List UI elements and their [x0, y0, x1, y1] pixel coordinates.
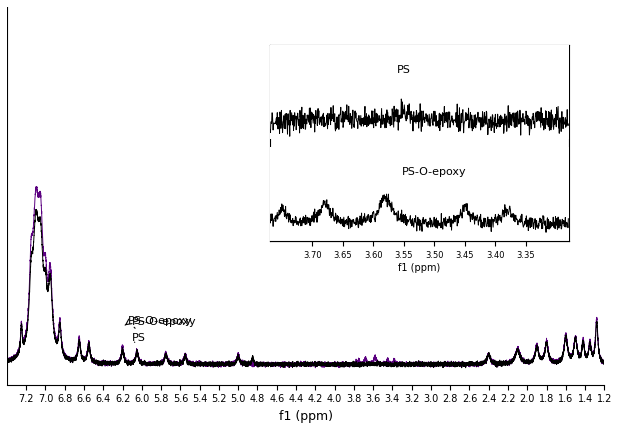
- X-axis label: f1 (ppm): f1 (ppm): [279, 410, 332, 423]
- PS-O-epoxy: [32, 184, 40, 189]
- PS: [28, 250, 35, 255]
- PS-O-epoxy: [39, 237, 46, 242]
- PS: [6, 358, 14, 363]
- PS: [600, 359, 608, 364]
- Line: PS: PS: [7, 209, 604, 368]
- PS-O-epoxy: [28, 232, 35, 237]
- PS-O-epoxy: [311, 365, 319, 370]
- Text: PS: PS: [132, 332, 146, 343]
- PS-O-epoxy: [600, 361, 608, 366]
- Text: PS-O-epoxy: PS-O-epoxy: [128, 316, 192, 326]
- PS-O-epoxy: [6, 357, 14, 362]
- PS-O-epoxy: [295, 362, 303, 367]
- PS: [32, 207, 40, 212]
- PS-O-epoxy: [3, 359, 11, 364]
- PS: [3, 358, 11, 363]
- PS: [39, 255, 46, 261]
- Line: PS-O-epoxy: PS-O-epoxy: [7, 187, 604, 368]
- PS: [121, 354, 128, 359]
- PS: [295, 361, 303, 366]
- PS: [569, 349, 576, 354]
- PS-O-epoxy: [569, 350, 576, 355]
- Text: PS-O-epoxy: PS-O-epoxy: [132, 317, 197, 327]
- PS-O-epoxy: [121, 353, 128, 358]
- PS: [458, 365, 465, 370]
